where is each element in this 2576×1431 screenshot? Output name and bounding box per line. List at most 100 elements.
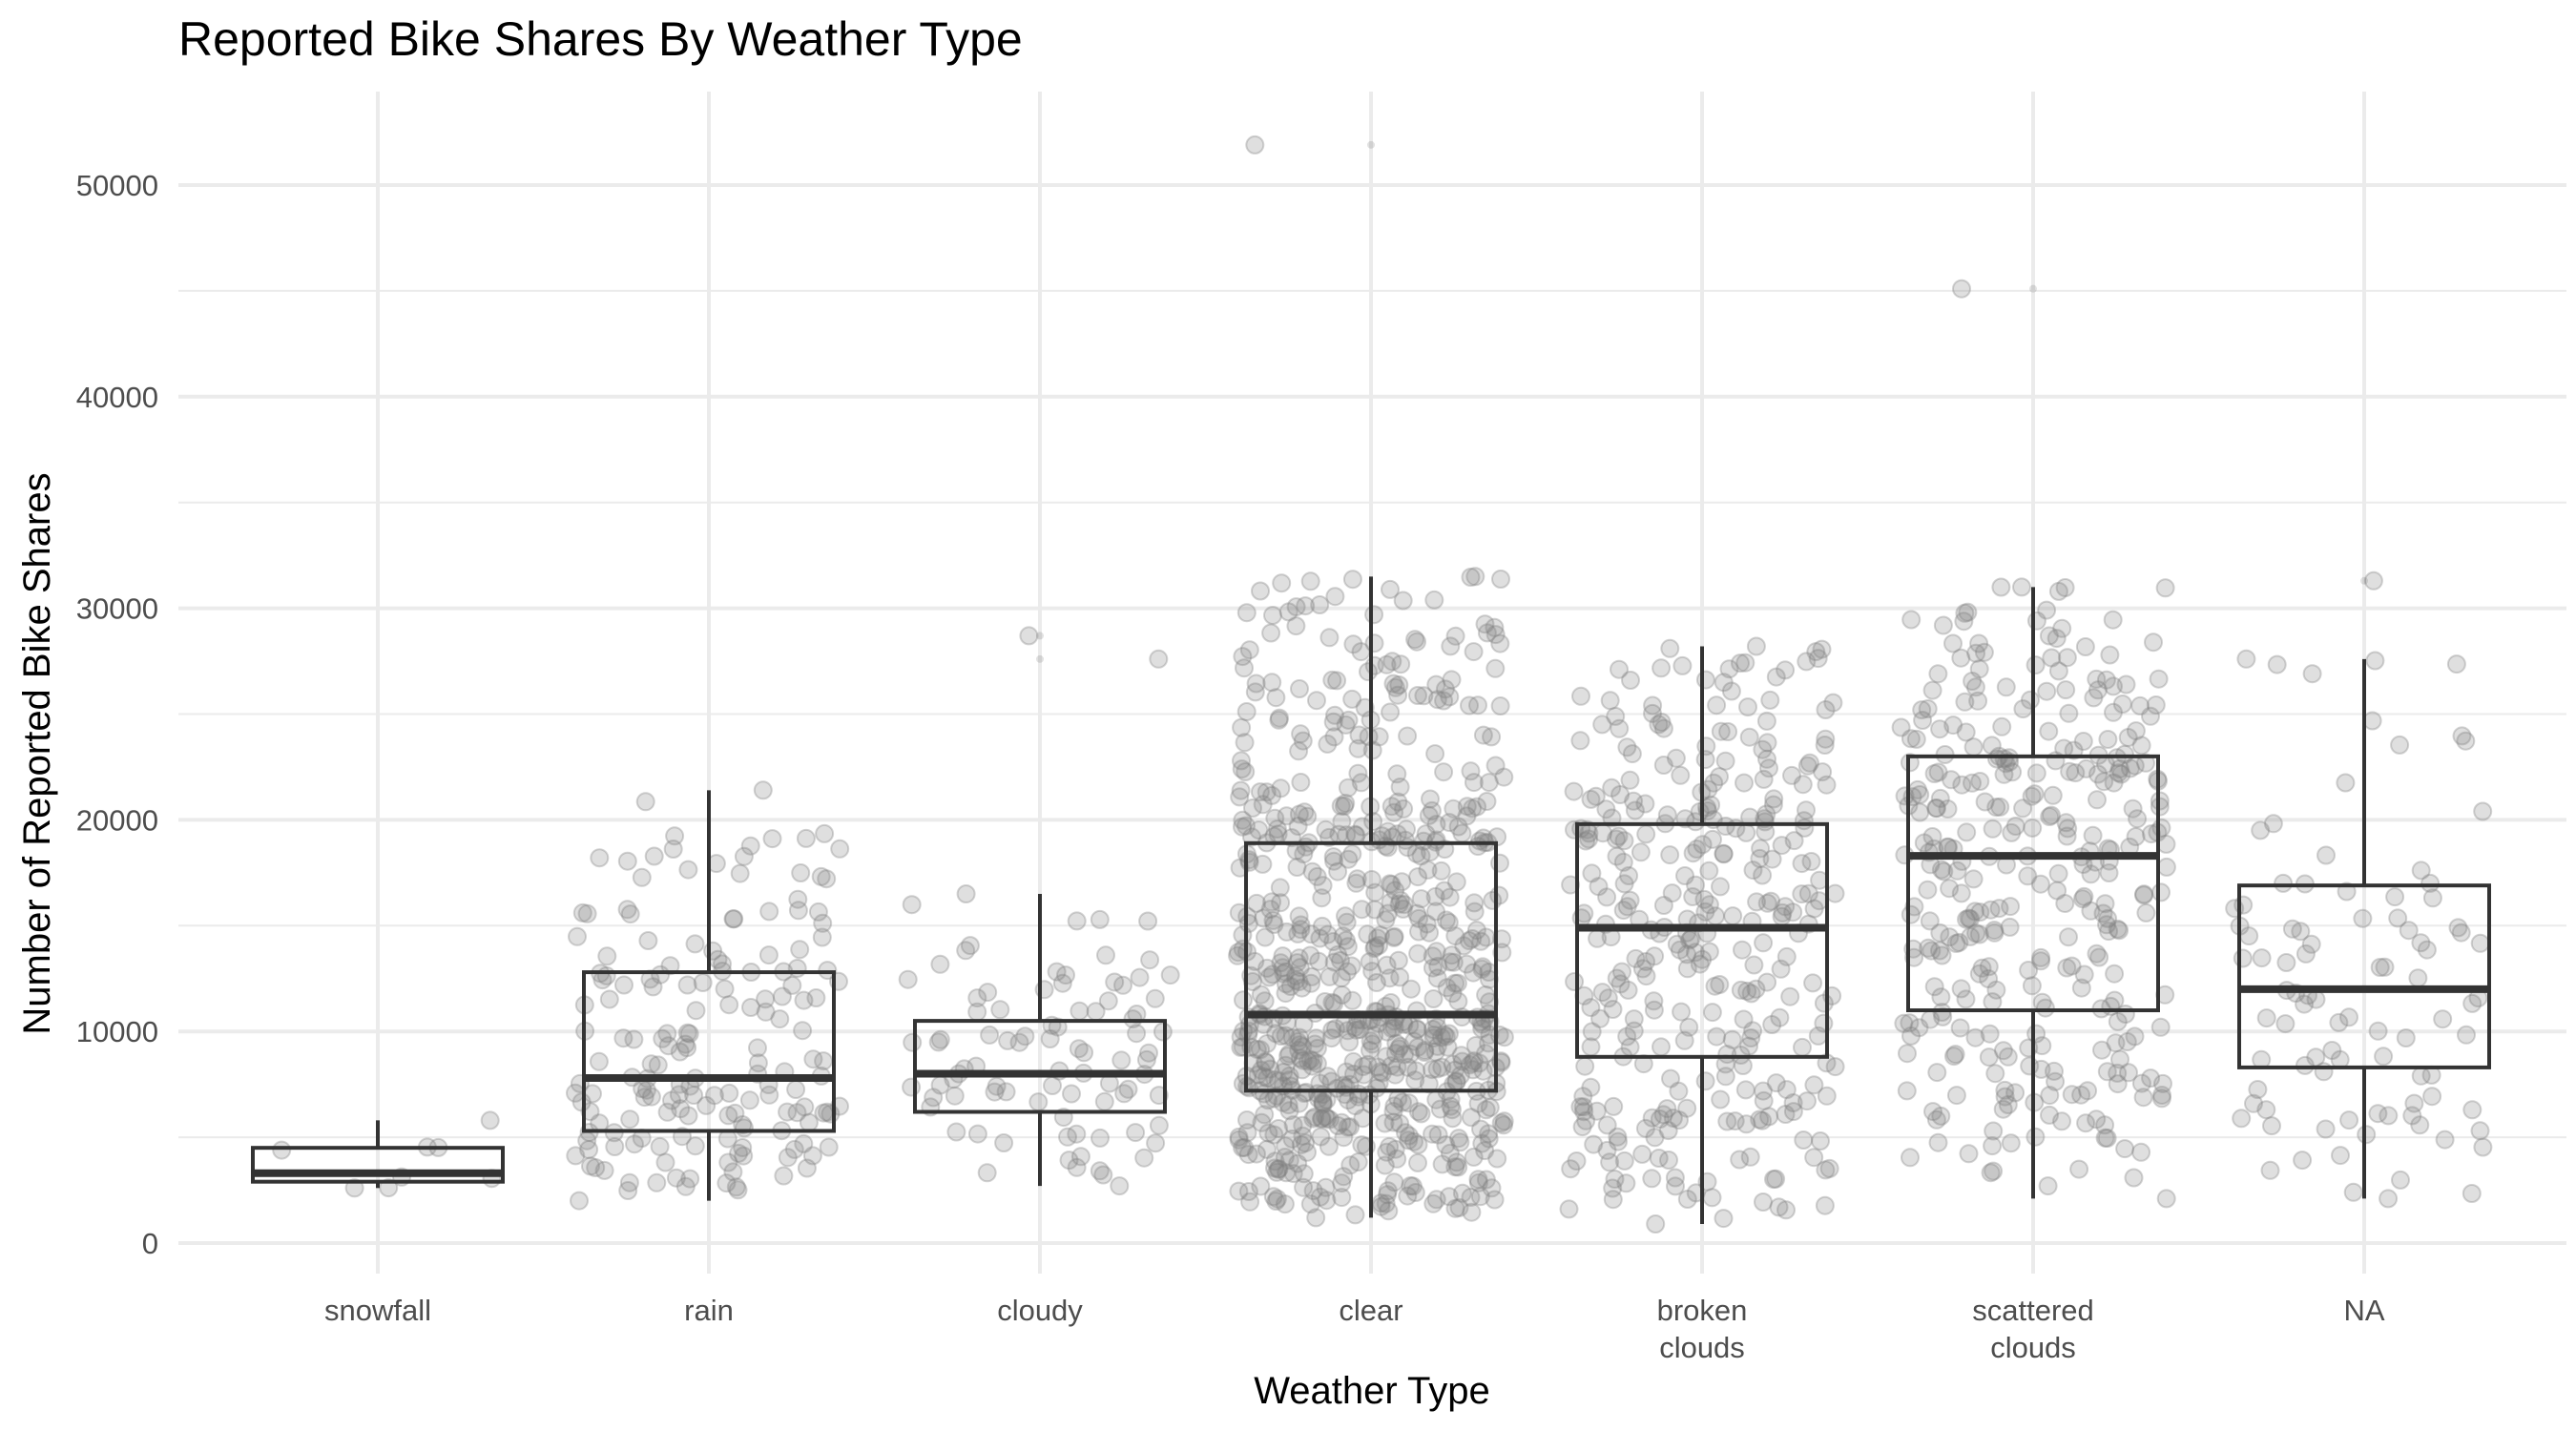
jitter-point: [1943, 633, 1963, 653]
jitter-point: [1149, 649, 1169, 669]
jitter-point: [2276, 953, 2296, 972]
jitter-point: [1259, 967, 1279, 987]
jitter-point: [1336, 715, 1356, 735]
jitter-point: [2095, 1115, 2115, 1135]
jitter-point: [1408, 867, 1428, 887]
jitter-point: [2099, 922, 2119, 942]
jitter-point: [1750, 1110, 1770, 1130]
jitter-point: [1361, 1041, 1380, 1060]
x-axis-title: Weather Type: [1254, 1370, 1490, 1412]
jitter-point: [2263, 814, 2283, 834]
jitter-point: [2097, 1129, 2117, 1148]
jitter-point: [1441, 1089, 1461, 1110]
jitter-point: [1338, 778, 1358, 798]
jitter-point: [2236, 649, 2256, 669]
jitter-point: [2048, 863, 2068, 883]
jitter-point: [1994, 749, 2014, 769]
jitter-point: [1464, 963, 1484, 983]
jitter-point: [1348, 763, 1368, 783]
jitter-point: [1340, 1074, 1360, 1094]
jitter-point: [1448, 991, 1468, 1011]
jitter-point: [1230, 787, 1250, 807]
jitter-point: [2156, 1189, 2176, 1209]
jitter-point: [1247, 893, 1267, 913]
jitter-point: [2037, 681, 2057, 701]
jitter-point: [613, 1028, 634, 1048]
jitter-point: [2131, 1142, 2151, 1162]
jitter-point: [1442, 945, 1462, 965]
jitter-point: [2232, 1109, 2252, 1129]
jitter-point: [1423, 1193, 1444, 1213]
jitter-point: [704, 1086, 724, 1106]
jitter-point: [1285, 966, 1305, 985]
jitter-point: [1298, 1051, 1318, 1071]
jitter-point: [1702, 1188, 1722, 1208]
jitter-point: [2084, 688, 2104, 708]
jitter-point: [1798, 883, 1818, 903]
jitter-point: [1934, 861, 1954, 881]
jitter-point: [1625, 800, 1645, 820]
jitter-point: [1485, 1190, 1505, 1210]
jitter-point: [1352, 817, 1372, 837]
jitter-point: [2115, 1139, 2135, 1159]
jitter-point: [1461, 1108, 1481, 1128]
jitter-point: [1776, 1200, 1796, 1220]
jitter-point: [2385, 887, 2405, 907]
jitter-point: [1764, 789, 1784, 809]
jitter-point: [1755, 812, 1775, 832]
jitter-point: [772, 986, 792, 1006]
jitter-point: [787, 959, 807, 978]
jitter-point: [1444, 798, 1464, 819]
jitter-point: [788, 889, 808, 909]
jitter-point: [1715, 817, 1735, 836]
jitter-point: [2473, 801, 2493, 821]
jitter-point: [2026, 763, 2046, 783]
jitter-point: [1316, 819, 1336, 840]
jitter-point: [660, 956, 680, 976]
jitter-point: [620, 1110, 640, 1130]
jitter-point: [1808, 649, 1828, 669]
jitter-point: [1485, 756, 1506, 776]
jitter-point: [1570, 1097, 1590, 1117]
jitter-point: [1346, 1020, 1366, 1040]
jitter-point: [2336, 773, 2356, 793]
jitter-point: [2457, 1025, 2476, 1045]
jitter-point: [1345, 1096, 1365, 1116]
jitter-point: [1457, 806, 1477, 826]
outlier-point: [2029, 284, 2037, 293]
jitter-point: [1261, 623, 1281, 643]
jitter-point: [1353, 1109, 1373, 1129]
jitter-point: [1298, 806, 1318, 826]
jitter-point: [1494, 1111, 1514, 1131]
jitter-point: [2045, 1061, 2064, 1081]
outlier-point: [1367, 140, 1375, 149]
jitter-point: [1710, 767, 1729, 787]
jitter-point: [1825, 883, 1845, 903]
jitter-point: [1140, 950, 1160, 970]
jitter-point: [1589, 877, 1609, 897]
jitter-point: [1445, 1198, 1465, 1218]
jitter-point: [2031, 947, 2051, 967]
jitter-point: [1582, 863, 1602, 883]
jitter-point: [1622, 744, 1642, 764]
jitter-point: [1754, 1090, 1774, 1110]
jitter-point: [1661, 1068, 1680, 1089]
jitter-point: [1342, 990, 1362, 1010]
jitter-point: [803, 1049, 823, 1069]
jitter-point: [1375, 1113, 1395, 1133]
jitter-point: [1669, 1081, 1689, 1101]
jitter-point: [2108, 1074, 2128, 1094]
jitter-point: [1447, 973, 1467, 993]
jitter-point: [1390, 967, 1410, 987]
jitter-point: [1130, 967, 1150, 987]
jitter-point: [1336, 906, 1355, 926]
jitter-point: [2233, 948, 2253, 968]
jitter-point: [1340, 1117, 1361, 1137]
jitter-point: [1420, 923, 1440, 943]
jitter-point: [1477, 623, 1497, 643]
jitter-point: [1608, 1127, 1628, 1147]
jitter-point: [1426, 942, 1446, 962]
jitter-point: [1995, 1087, 2015, 1107]
jitter-point: [1564, 781, 1584, 801]
jitter-point: [1940, 879, 1960, 899]
